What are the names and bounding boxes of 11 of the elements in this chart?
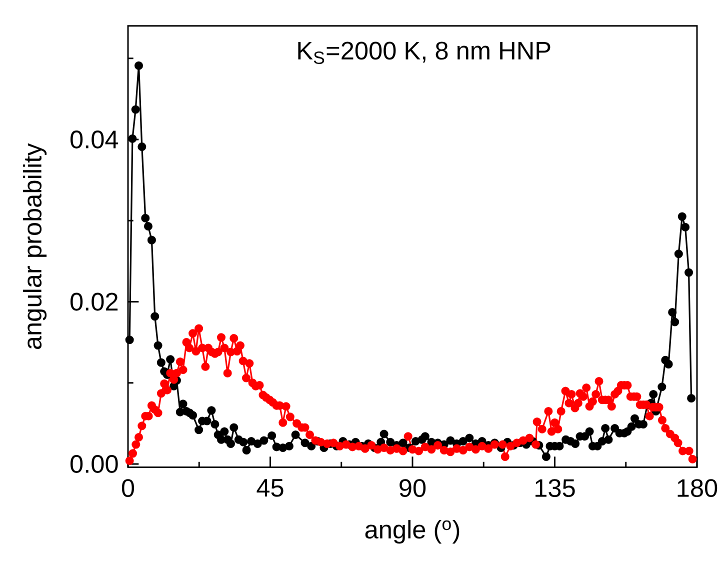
x-tick-label: 180 bbox=[678, 479, 718, 498]
x-axis-title: angle ($^{o}$) bbox=[365, 520, 460, 544]
y-tick-label: 0.02 bbox=[70, 292, 118, 311]
y-axis-title: angular probability bbox=[22, 143, 47, 350]
x-tick-label: 90 bbox=[400, 479, 426, 498]
y-tick-label: 0.04 bbox=[70, 130, 118, 148]
y-tick-label: 0.00 bbox=[70, 455, 118, 473]
x-tick-label: 45 bbox=[256, 479, 284, 497]
x-tick-label: 135 bbox=[536, 479, 575, 498]
annotation: K$_{S}$=2000 K, 8 nm HNP bbox=[298, 42, 550, 64]
x-tick-label: 0 bbox=[122, 479, 134, 498]
